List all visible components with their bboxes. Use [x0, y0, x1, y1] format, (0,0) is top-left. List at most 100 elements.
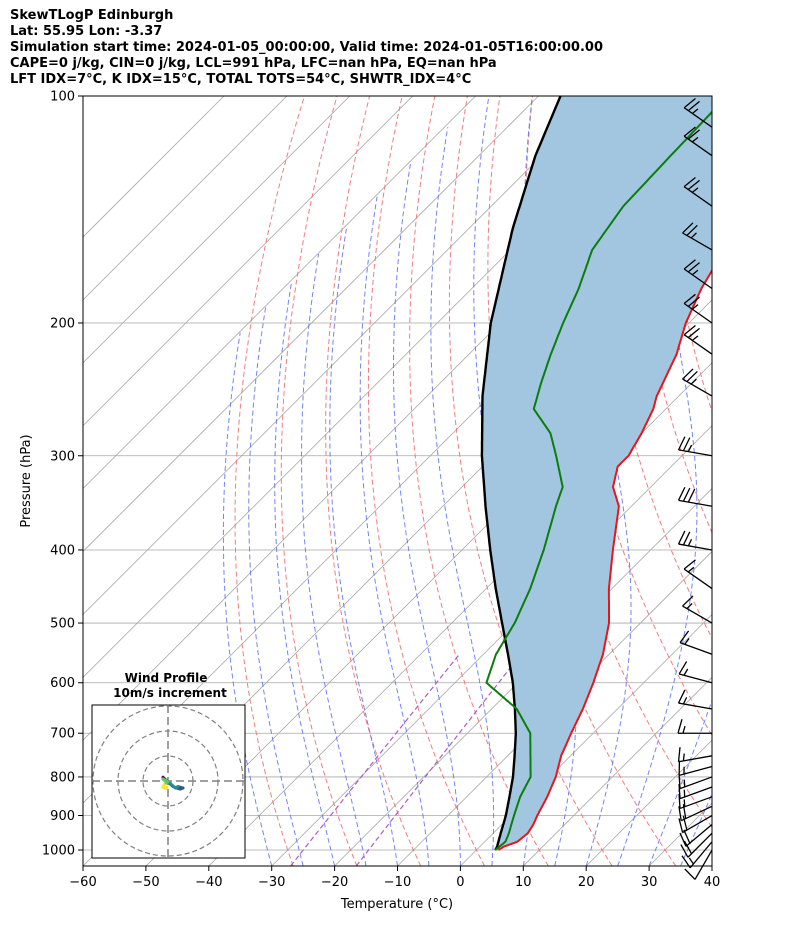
wind-barb: [678, 760, 713, 776]
isotherm-line: [460, 613, 712, 866]
wind-barb-flag: [681, 855, 691, 869]
wind-barb: [682, 222, 713, 251]
y-tick-label: 100: [50, 90, 75, 105]
isotherm-line: [83, 96, 288, 301]
wind-barb: [679, 823, 713, 847]
dry-adiabat-line: [280, 96, 358, 866]
moist-adiabat-line: [430, 127, 495, 866]
dry-adiabat-line: [761, 96, 794, 866]
wind-barb-half-flag: [683, 779, 686, 787]
moist-adiabat-line: [274, 281, 336, 866]
dry-adiabat-line: [662, 96, 712, 414]
moist-adiabat-line: [473, 96, 533, 866]
moist-adiabat-line: [648, 698, 712, 866]
x-tick-label: 20: [578, 875, 595, 890]
y-tick-label: 200: [50, 316, 75, 331]
wind-barb: [677, 530, 713, 551]
wind-barb: [677, 436, 713, 457]
wind-barb-half-flag: [682, 726, 686, 734]
moist-adiabat-line: [711, 864, 712, 866]
dry-adiabat-line: [325, 96, 422, 866]
wind-barb-flag: [687, 129, 700, 140]
wind-barb-flag: [677, 436, 686, 451]
wind-barb-flag: [686, 370, 698, 383]
wind-barb-half-flag: [687, 444, 693, 452]
wind-barb-flag: [683, 177, 696, 188]
wind-barb: [677, 486, 713, 507]
wind-barb-flag: [682, 222, 694, 234]
wind-barb-flag: [683, 829, 691, 844]
x-axis-label: Temperature (°C): [340, 897, 453, 912]
wind-barb: [677, 747, 713, 763]
wind-barb: [679, 630, 713, 655]
x-tick-label: 0: [456, 875, 464, 890]
wind-barb-flag: [683, 325, 696, 336]
x-tick-label: −20: [321, 875, 348, 890]
mixing-ratio-line: [290, 653, 460, 866]
hodograph-inset: [91, 704, 246, 859]
wind-barb-half-flag: [691, 187, 699, 193]
wind-barb: [683, 293, 713, 324]
wind-barb: [683, 98, 713, 128]
wind-barb-flag: [678, 774, 681, 789]
x-tick-label: 30: [641, 875, 658, 890]
isotherm-line: [83, 96, 413, 427]
wind-barb-flag: [677, 689, 686, 704]
wind-barb-flag: [677, 747, 681, 762]
wind-barb: [677, 719, 712, 734]
dry-adiabat-line: [367, 96, 485, 866]
x-tick-label: −30: [258, 875, 285, 890]
moist-adiabat-line: [393, 161, 461, 866]
hodograph-subtitle: 10m/s increment: [113, 686, 227, 700]
isotherm-line: [83, 96, 602, 615]
x-tick-label: −40: [195, 875, 222, 890]
wind-barb-half-flag: [682, 697, 688, 705]
moist-adiabat-line: [617, 96, 698, 866]
wind-barb-flag: [683, 559, 696, 570]
wind-barb-half-flag: [687, 538, 693, 547]
mixing-ratio-lines: [290, 653, 522, 866]
dry-adiabat-line: [234, 96, 305, 866]
wind-barb-flag: [680, 844, 689, 858]
y-tick-label: 300: [50, 449, 75, 464]
hodograph-grid: [92, 705, 245, 858]
wind-barb-flag: [682, 531, 691, 546]
wind-barb-half-flag: [691, 335, 699, 341]
moist-adiabat-line: [359, 196, 430, 866]
wind-barb-flag: [682, 437, 691, 452]
dewpoint-profile: [485, 110, 712, 851]
wind-barb-flag: [678, 784, 681, 799]
wind-barb: [678, 661, 713, 684]
isotherm-line: [83, 96, 539, 553]
simulation-time: Simulation start time: 2024-01-05_00:00:…: [10, 40, 603, 55]
wind-barb: [678, 814, 713, 834]
wind-barb-half-flag: [683, 799, 686, 807]
y-tick-label: 800: [50, 770, 75, 785]
wind-barb-flag: [678, 661, 688, 675]
moist-adiabat-line: [329, 228, 398, 866]
wind-barb-flag: [682, 815, 688, 831]
wind-barb: [678, 793, 713, 810]
wind-barbs: [677, 98, 713, 880]
wind-barb-half-flag: [690, 378, 697, 385]
y-tick-label: 500: [50, 617, 75, 632]
isotherm-line: [334, 488, 712, 866]
wind-barb-flag: [687, 488, 696, 503]
wind-barb-flag: [678, 818, 684, 833]
x-tick-label: 10: [515, 875, 532, 890]
x-tick-label: −60: [69, 875, 96, 890]
moist-adiabat-line: [301, 253, 367, 866]
moist-adiabat-line: [248, 306, 304, 866]
x-tick-label: −50: [132, 875, 159, 890]
wind-barb-half-flag: [687, 566, 695, 573]
wind-barb: [680, 832, 713, 858]
isotherm-line: [523, 676, 712, 866]
station-title: SkewTLogP Edinburgh: [10, 8, 174, 23]
cape-cin-shading: [481, 96, 712, 850]
wind-barb-flag: [687, 179, 700, 191]
wind-barb-half-flag: [682, 753, 685, 761]
wind-barb-flag: [677, 486, 686, 501]
y-tick-label: 1000: [42, 844, 75, 859]
wind-barb-half-flag: [691, 269, 699, 276]
wind-barb-flag: [686, 224, 698, 236]
